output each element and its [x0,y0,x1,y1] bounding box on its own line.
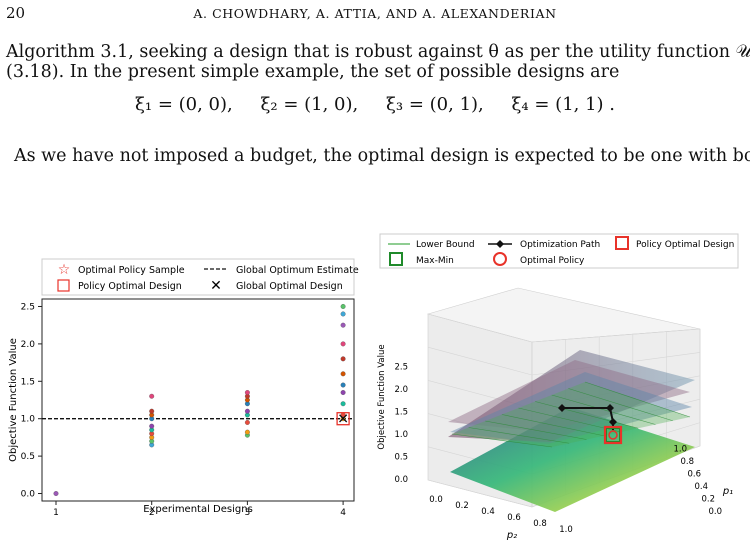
legend-lower-bound: Lower Bound [416,240,475,250]
paragraph-line-3: As we have not imposed a budget, the opt… [14,146,750,166]
star-icon: ☆ [58,262,71,278]
legend-policy-optimal-design-3d: Policy Optimal Design [636,240,734,250]
design-equation: ξ₁ = (0, 0), ξ₂ = (1, 0), ξ₃ = (0, 1), ξ… [0,94,750,115]
y-tick-label: 0.5 [21,452,35,462]
paragraph-line-2: (3.18). In the present simple example, t… [6,62,620,82]
legend-optimal-policy: Optimal Policy [520,256,585,266]
y-tick-label: 1.0 [673,445,687,455]
x-tick-label: 0.0 [429,495,443,505]
lower-bound-lines [451,381,691,448]
legend-optimal-policy-sample: Optimal Policy Sample [78,265,185,276]
design-3: ξ₃ = (0, 1), [386,94,484,115]
y-tick-label: 1.5 [21,377,35,387]
upper-surface-2 [448,360,690,432]
data-point [340,341,346,347]
y-tick-label: 0.0 [708,507,722,517]
z-tick-label: 2.0 [394,385,408,395]
right-legend [379,233,739,269]
data-point [244,419,250,425]
right-xlabel: p₂ [506,530,517,541]
data-point [340,304,346,309]
running-head: A. CHOWDHARY, A. ATTIA, AND A. ALEXANDER… [193,6,557,21]
x-tick-label: 0.2 [455,501,469,511]
right-surface-chart: Lower Bound Optimization Path Policy Opt… [377,233,739,541]
x-tick-label: 0.4 [481,507,495,517]
data-point [340,311,346,317]
y-tick-label: 0.6 [687,470,701,480]
legend-global-optimal-design: Global Optimal Design [236,281,343,292]
data-point [244,408,250,414]
data-point [149,393,155,399]
upper-surface-1 [448,350,695,442]
y-tick-label: 0.2 [701,495,715,505]
left-data-points: ✕ [42,304,354,496]
data-point [340,356,346,362]
path-diamond [609,418,617,426]
y-tick-label: 0.8 [680,457,694,467]
path-diamond [606,404,614,412]
left-xlabel: Experimental Designs [143,504,253,515]
page-number: 20 [6,4,26,22]
y-tick-label: 2.5 [21,302,35,312]
left-scatter-chart: ☆ Optimal Policy Sample Global Optimum E… [8,258,359,518]
legend-max-min: Max-Min [416,256,454,266]
left-plot-frame [41,298,355,502]
data-point [149,423,155,429]
x-tick-label: 2 [149,508,155,518]
x-tick-label: 0.8 [533,519,547,529]
right-axis-ticks: 0.0 0.5 1.0 1.5 2.0 2.5 0.0 0.2 0.4 0.6 0.8 1.0 0.0 0… [394,363,722,536]
z-tick-label: 1.5 [394,408,408,418]
x-mark-icon: ✕ [210,278,222,294]
legend-global-optimum-estimate: Global Optimum Estimate [236,265,359,276]
left-legend [41,258,355,296]
data-point [340,382,346,388]
legend-policy-optimal-design: Policy Optimal Design [78,281,182,292]
x-tick-label: 0.6 [507,513,521,523]
green-square-icon [389,252,403,266]
design-2: ξ₂ = (1, 0), [260,94,359,115]
data-point [340,371,346,377]
data-point [340,390,346,395]
path-diamond [558,404,566,412]
global-optimal-design-marker: ✕ [337,412,349,428]
data-point [149,408,155,414]
design-1: ξ₁ = (0, 0), [134,94,233,115]
data-point [244,429,250,435]
x-tick-label: 1 [53,508,59,518]
optimal-policy-marker [608,430,618,440]
z-tick-label: 1.0 [394,430,408,440]
data-point [244,390,250,395]
policy-optimal-marker [603,425,623,445]
x-tick-label: 4 [340,508,346,518]
diamond-icon [496,240,504,248]
red-square-icon [615,236,629,250]
data-point [340,401,346,407]
left-axis-ticks: 1 2 3 4 0.0 0.5 1.0 1.5 2.0 2.5 [21,302,347,518]
data-point [340,322,346,328]
z-tick-label: 0.5 [394,453,408,463]
right-ylabel: p₁ [722,486,733,497]
x-tick-label: 3 [245,508,251,518]
z-tick-label: 2.5 [394,363,408,373]
y-tick-label: 1.0 [21,415,36,425]
left-ylabel: Objective Function Value [8,338,19,462]
y-tick-label: 0.4 [694,482,708,492]
y-tick-label: 0.0 [21,490,36,500]
design-4: ξ₄ = (1, 1) . [511,94,616,115]
lower-bound-surface [452,382,690,447]
paragraph-line-1: Algorithm 3.1, seeking a design that is … [6,42,750,62]
red-circle-icon [493,252,507,266]
legend-optimization-path: Optimization Path [520,240,600,250]
y-tick-label: 2.0 [21,340,36,350]
z-tick-label: 0.0 [394,475,408,485]
red-square-icon [57,279,70,292]
data-point [53,491,59,496]
floor-surface [450,407,695,512]
x-tick-label: 1.0 [559,525,573,535]
policy-optimal-design-marker [336,412,350,426]
right-zlabel: Objective Function Value [377,344,387,449]
